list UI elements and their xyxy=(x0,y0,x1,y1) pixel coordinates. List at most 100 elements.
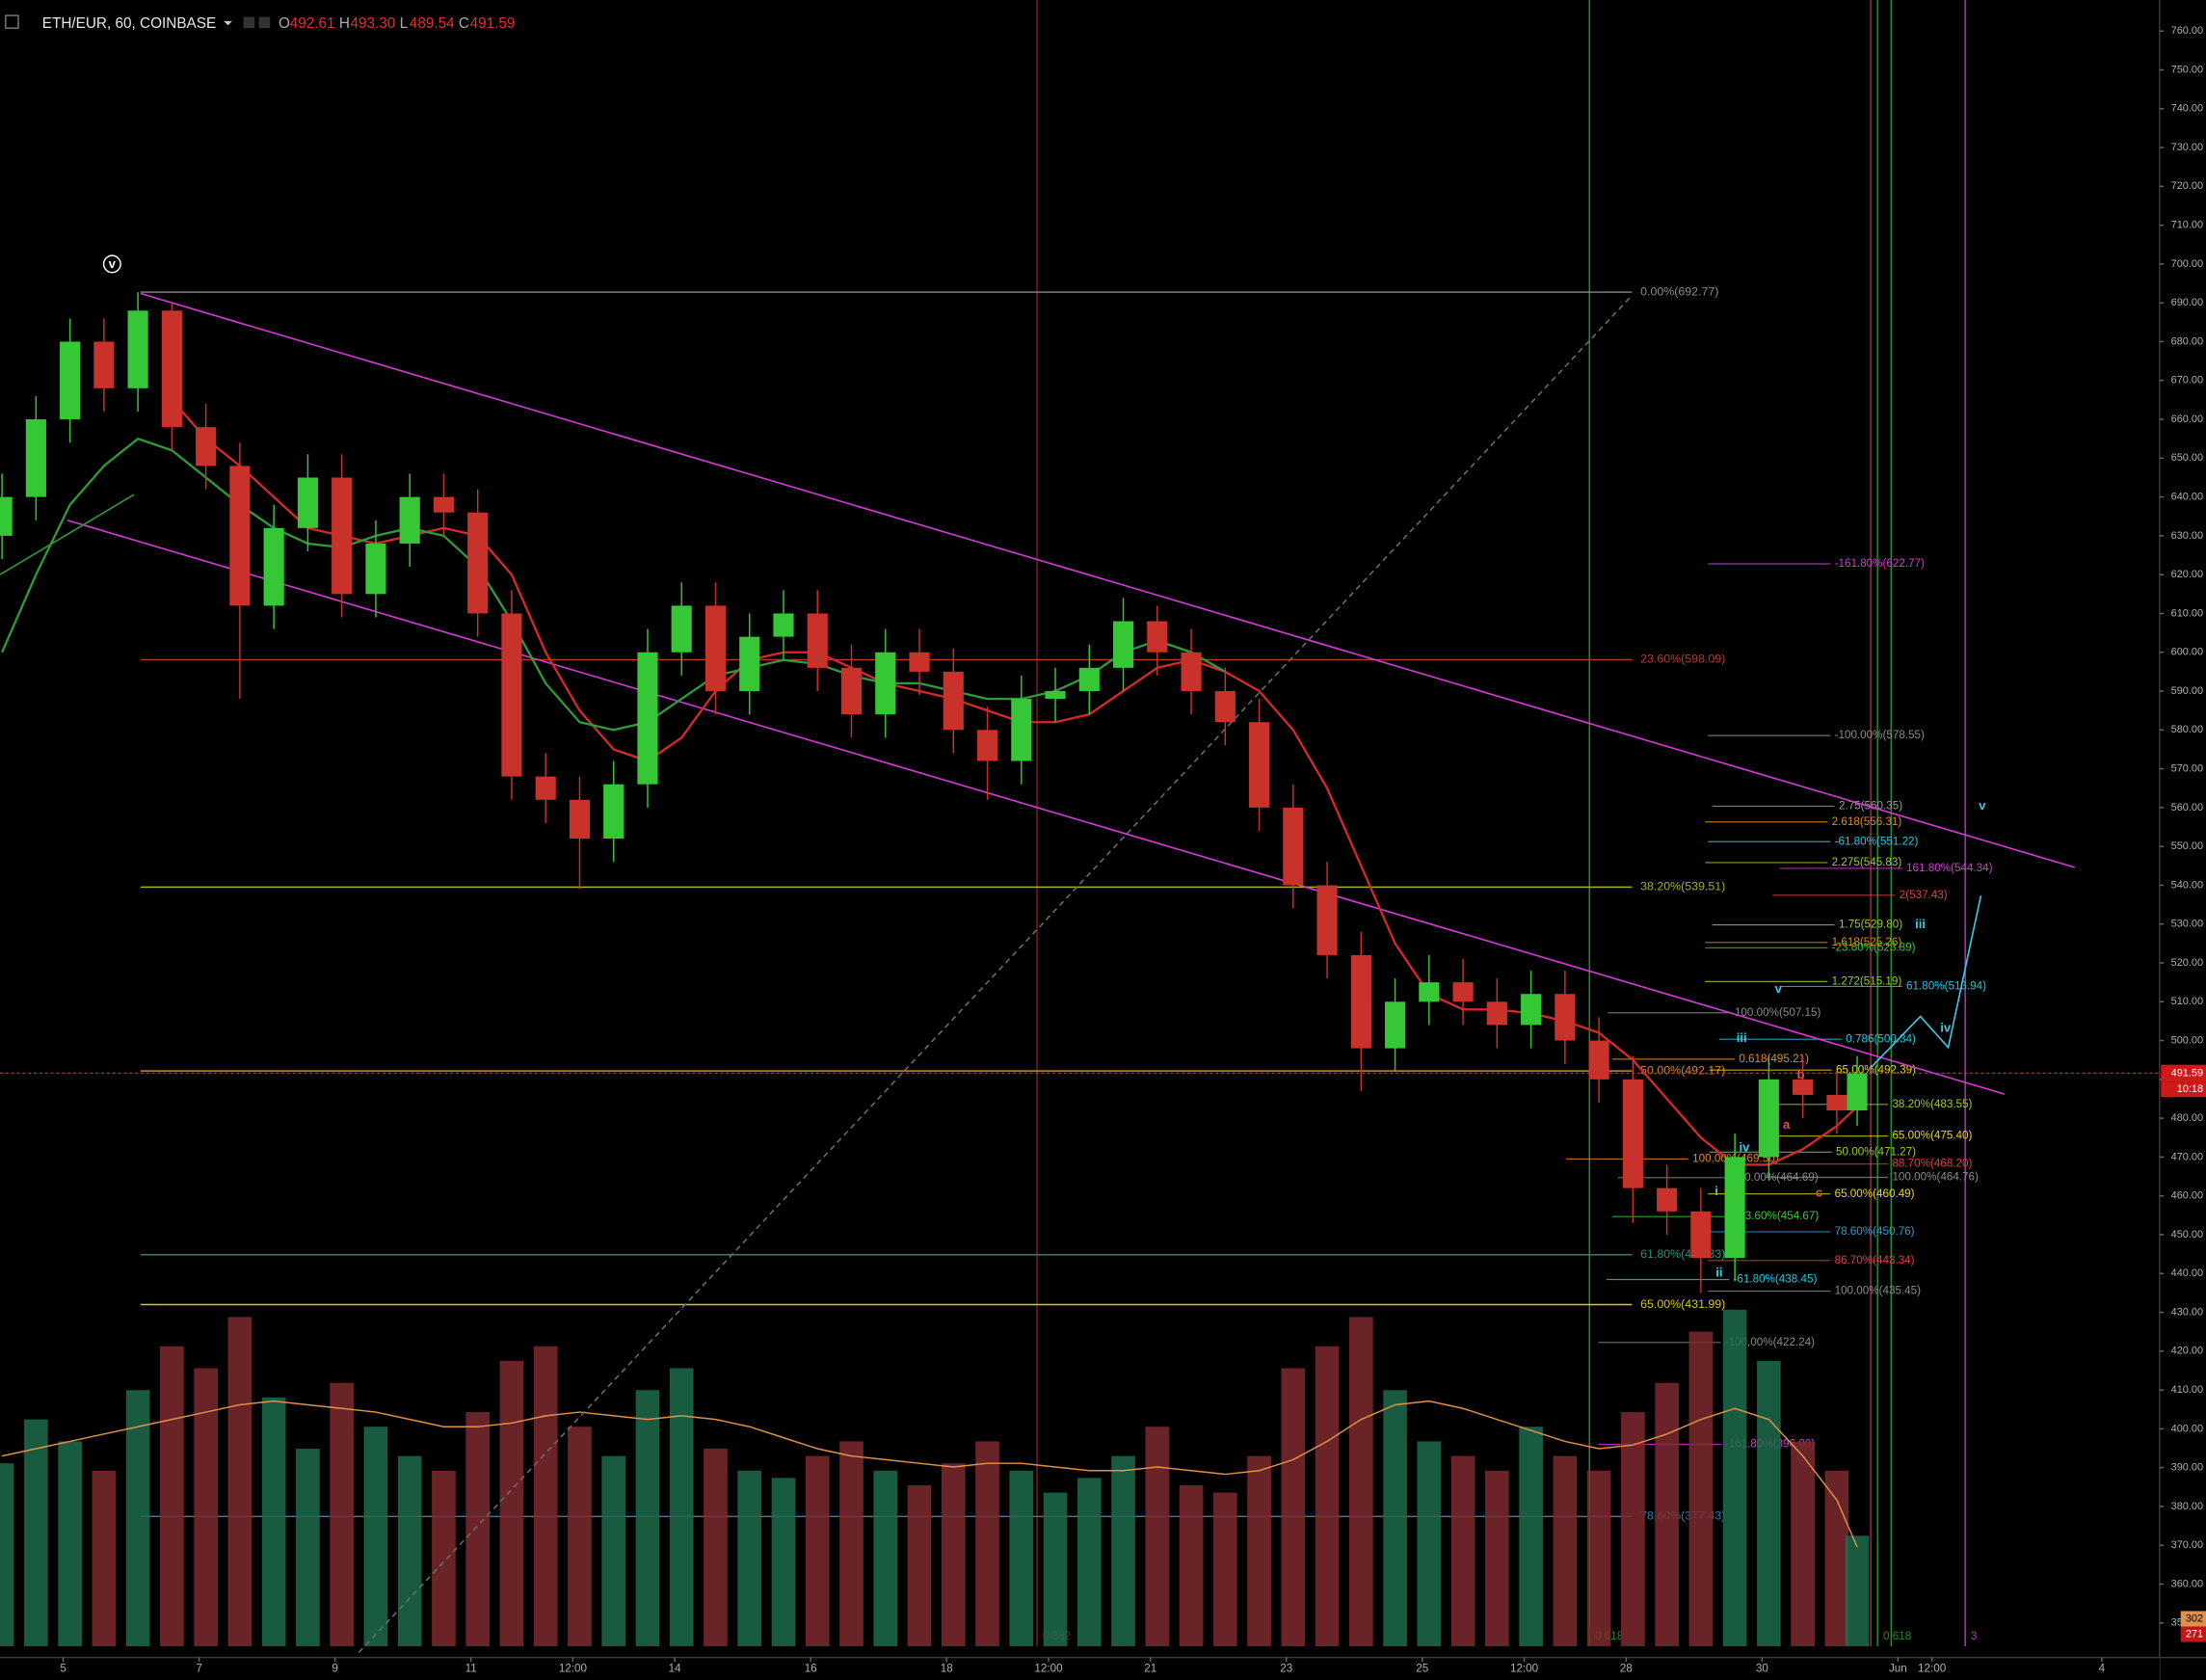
volume-bar xyxy=(941,1463,966,1646)
fib-label: 23.60%(598.09) xyxy=(1640,653,1725,666)
candle-body xyxy=(1793,1079,1814,1095)
volume-bar xyxy=(1824,1470,1849,1646)
candle-body xyxy=(1214,691,1236,723)
menu-icon[interactable] xyxy=(5,14,19,29)
toolbar-icon[interactable] xyxy=(258,16,271,29)
candle-body xyxy=(1758,1079,1779,1158)
volume-bar xyxy=(125,1390,150,1646)
candle-body xyxy=(1350,954,1371,1049)
y-tick-label: 540.00 xyxy=(2171,879,2203,891)
volume-bar xyxy=(465,1412,491,1646)
volume-bar xyxy=(1009,1470,1034,1646)
y-tick-label: 430.00 xyxy=(2171,1306,2203,1318)
volume-bar xyxy=(92,1470,117,1646)
volume-bar xyxy=(58,1441,82,1646)
level-label: 50.00%(471.27) xyxy=(1836,1145,1916,1158)
level-label: 65.00%(475.40) xyxy=(1892,1130,1972,1142)
toolbar-icon[interactable] xyxy=(243,16,255,29)
x-tick-label: 12:00 xyxy=(559,1662,588,1674)
level-label: 61.80%(513.94) xyxy=(1906,979,1986,992)
candle-body xyxy=(603,784,625,840)
vertical-line-label: 3 xyxy=(1971,1630,1977,1642)
candle-body xyxy=(773,613,794,637)
wave-label: c xyxy=(1816,1185,1822,1199)
candle-body xyxy=(739,636,760,692)
fib-label: 0.00%(692.77) xyxy=(1640,284,1718,298)
fib-label: 61.80%(444.83) xyxy=(1640,1247,1725,1261)
wave-label: iv xyxy=(1740,1140,1751,1155)
volume-bar xyxy=(907,1484,932,1646)
level-label: 65.00%(492.39) xyxy=(1836,1063,1916,1076)
volume-bar xyxy=(24,1419,48,1646)
volume-bar xyxy=(975,1441,999,1646)
level-label: 2.618(556.31) xyxy=(1832,815,1902,828)
wave-label: iv xyxy=(1940,1020,1952,1034)
candle-body xyxy=(637,652,658,785)
countdown-box xyxy=(2161,1081,2206,1098)
candle-body xyxy=(501,613,522,777)
candle-body xyxy=(433,496,455,513)
level-label: -61.80%(551.22) xyxy=(1835,835,1919,847)
vertical-line-label: 0.618 xyxy=(1883,1630,1911,1642)
symbol[interactable]: ETH/EUR, 60, COINBASE xyxy=(42,15,216,32)
ohlc-key: O xyxy=(279,15,290,32)
candle-body xyxy=(161,310,182,428)
ohlc-value: 493.30 xyxy=(350,15,395,32)
candle-body xyxy=(875,652,896,715)
candle-body xyxy=(0,496,13,536)
volume-bar xyxy=(1450,1455,1475,1646)
volume-bar xyxy=(1791,1441,1815,1646)
volume-bar xyxy=(1179,1484,1204,1646)
volume-ma xyxy=(1,1400,1858,1548)
volume-bar xyxy=(1621,1412,1645,1646)
candle-body xyxy=(1316,885,1338,955)
volume-bar xyxy=(1145,1427,1170,1646)
y-tick-label: 390.00 xyxy=(2171,1462,2203,1474)
level-label: 0.618(495.21) xyxy=(1739,1053,1809,1065)
candle-body xyxy=(704,605,727,692)
level-label: 1.618(525.26) xyxy=(1832,936,1902,948)
x-tick-label: 23 xyxy=(1280,1662,1292,1674)
y-tick-label: 370.00 xyxy=(2171,1539,2203,1551)
fib-label: 65.00%(431.99) xyxy=(1640,1297,1725,1311)
volume-bar xyxy=(704,1449,728,1646)
candle-body xyxy=(25,419,46,497)
candle-body xyxy=(1826,1094,1847,1111)
candle-body xyxy=(467,512,489,614)
y-tick-label: 600.00 xyxy=(2171,647,2203,658)
y-tick-label: 500.00 xyxy=(2171,1034,2203,1046)
volume-bar xyxy=(261,1397,286,1646)
volume-bar xyxy=(1348,1317,1373,1646)
level-label: 86.70%(443.34) xyxy=(1835,1254,1915,1267)
wave-label: ii xyxy=(1715,1266,1722,1280)
volume-bar xyxy=(397,1455,422,1646)
candle-body xyxy=(1521,994,1542,1026)
wave-label: v xyxy=(109,256,117,271)
candle-body xyxy=(807,613,828,668)
candle-body xyxy=(1045,691,1066,700)
ohlc-value: 492.61 xyxy=(290,15,335,32)
volume-ma-box xyxy=(2180,1626,2206,1642)
volume-bar xyxy=(1076,1478,1102,1646)
y-tick-label: 510.00 xyxy=(2171,996,2203,1007)
candle-body xyxy=(840,667,863,715)
volume-bar xyxy=(568,1427,592,1646)
candle-body xyxy=(263,527,284,606)
y-tick-label: 640.00 xyxy=(2171,492,2203,503)
y-tick-label: 400.00 xyxy=(2171,1423,2203,1434)
y-tick-label: 520.00 xyxy=(2171,957,2203,969)
volume-bar xyxy=(1519,1427,1543,1646)
y-tick-label: 610.00 xyxy=(2171,607,2203,619)
y-tick-label: 750.00 xyxy=(2171,64,2203,75)
candle-body xyxy=(399,496,420,544)
level-label: 38.20%(483.55) xyxy=(1892,1098,1972,1110)
price-axis xyxy=(2159,0,2206,1680)
y-tick-label: 420.00 xyxy=(2171,1346,2203,1357)
candle-body xyxy=(1147,621,1168,653)
candle-body xyxy=(297,477,318,528)
wave-label: iii xyxy=(1737,1030,1747,1045)
symbol-dropdown[interactable] xyxy=(224,20,232,26)
volume-bar xyxy=(669,1368,694,1646)
y-tick-label: 660.00 xyxy=(2171,413,2203,425)
